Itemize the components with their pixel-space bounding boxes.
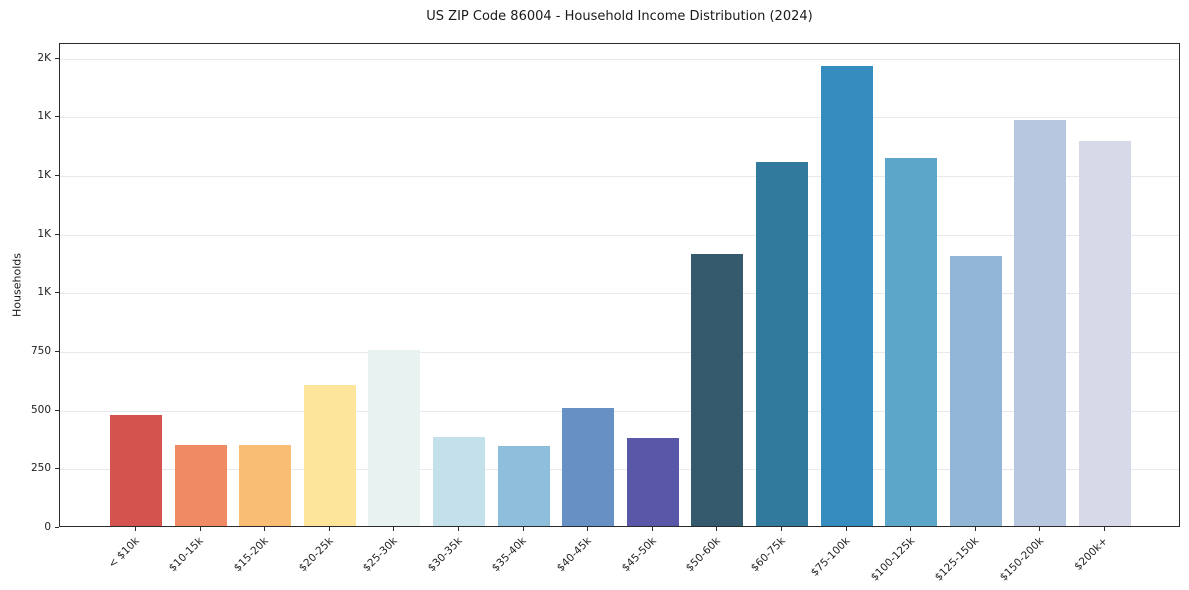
- gridline: [60, 234, 1179, 236]
- bar-14: [949, 256, 1002, 526]
- x-tick-label: $75-100k: [808, 535, 853, 579]
- x-tick-label: $15-20k: [231, 535, 271, 575]
- x-tick-label: $35-40k: [490, 535, 530, 575]
- x-tick-label: $10-15k: [167, 535, 207, 575]
- y-tick-label: 750: [30, 345, 51, 357]
- x-tick-mark: [328, 527, 330, 531]
- x-tick-mark: [1039, 527, 1041, 531]
- y-tick-mark: [55, 233, 59, 235]
- bar-6: [433, 436, 485, 526]
- x-tick-mark: [458, 527, 459, 531]
- y-tick-mark: [55, 292, 59, 294]
- x-tick-label: $30-35k: [425, 535, 465, 575]
- bar-15: [1014, 120, 1067, 526]
- bar-13: [885, 157, 938, 526]
- x-tick-label: $200k+: [1072, 535, 1111, 573]
- y-tick-label: 500: [30, 403, 51, 416]
- y-tick-mark: [55, 116, 59, 118]
- y-tick-label: 250: [30, 462, 51, 475]
- x-tick-mark: [974, 527, 976, 531]
- y-tick-label: 2K: [37, 51, 51, 64]
- x-tick-mark: [910, 527, 912, 531]
- y-tick-label: 1K: [37, 227, 51, 240]
- x-tick-label: $100-125k: [868, 535, 917, 584]
- x-tick-label: $60-75k: [748, 535, 788, 575]
- x-tick-mark: [393, 527, 395, 531]
- x-tick-mark: [199, 527, 201, 531]
- plot-area: [59, 43, 1180, 527]
- y-tick-label: 1K: [37, 286, 51, 299]
- bar-3: [239, 445, 292, 526]
- gridline: [60, 117, 1179, 119]
- chart-title: US ZIP Code 86004 - Household Income Dis…: [426, 9, 813, 24]
- y-tick-mark: [55, 527, 59, 528]
- x-tick-label: $40-45k: [554, 535, 594, 575]
- gridline: [60, 410, 1179, 412]
- bar-12: [820, 66, 873, 526]
- y-tick-label: 0: [44, 521, 51, 533]
- x-tick-label: < $10k: [105, 535, 142, 571]
- y-tick-label: 1K: [37, 169, 51, 182]
- x-tick-label: $20-25k: [296, 535, 336, 575]
- bar-16: [1079, 141, 1131, 526]
- y-tick-mark: [55, 409, 59, 411]
- bar-7: [497, 446, 550, 526]
- x-tick-label: $125-150k: [932, 535, 982, 584]
- bar-2: [174, 445, 227, 526]
- x-tick-mark: [781, 527, 782, 531]
- x-tick-mark: [651, 527, 653, 531]
- y-tick-mark: [55, 351, 59, 352]
- bar-5: [368, 350, 421, 526]
- bar-11: [756, 162, 808, 526]
- x-tick-label: $25-30k: [360, 535, 400, 575]
- y-tick-mark: [55, 468, 59, 470]
- x-tick-mark: [716, 527, 718, 531]
- x-tick-mark: [522, 527, 524, 531]
- y-tick-mark: [55, 57, 59, 59]
- gridline: [60, 58, 1179, 60]
- x-tick-label: $50-60k: [683, 535, 723, 575]
- x-tick-mark: [135, 527, 136, 531]
- bar-10: [691, 253, 744, 526]
- bar-4: [303, 385, 356, 526]
- gridline: [60, 469, 1179, 471]
- bar-1: [110, 414, 162, 526]
- x-tick-label: $45-50k: [619, 535, 659, 575]
- x-tick-mark: [587, 527, 589, 531]
- y-tick-mark: [55, 175, 59, 177]
- gridline: [60, 293, 1179, 295]
- y-tick-label: 1K: [37, 110, 51, 123]
- bar-9: [626, 438, 679, 526]
- gridline: [60, 176, 1179, 178]
- bar-8: [562, 407, 615, 526]
- x-tick-mark: [264, 527, 266, 531]
- x-tick-mark: [845, 527, 847, 531]
- x-tick-label: $150-200k: [997, 535, 1046, 584]
- gridline: [60, 352, 1179, 353]
- x-tick-mark: [1104, 527, 1105, 531]
